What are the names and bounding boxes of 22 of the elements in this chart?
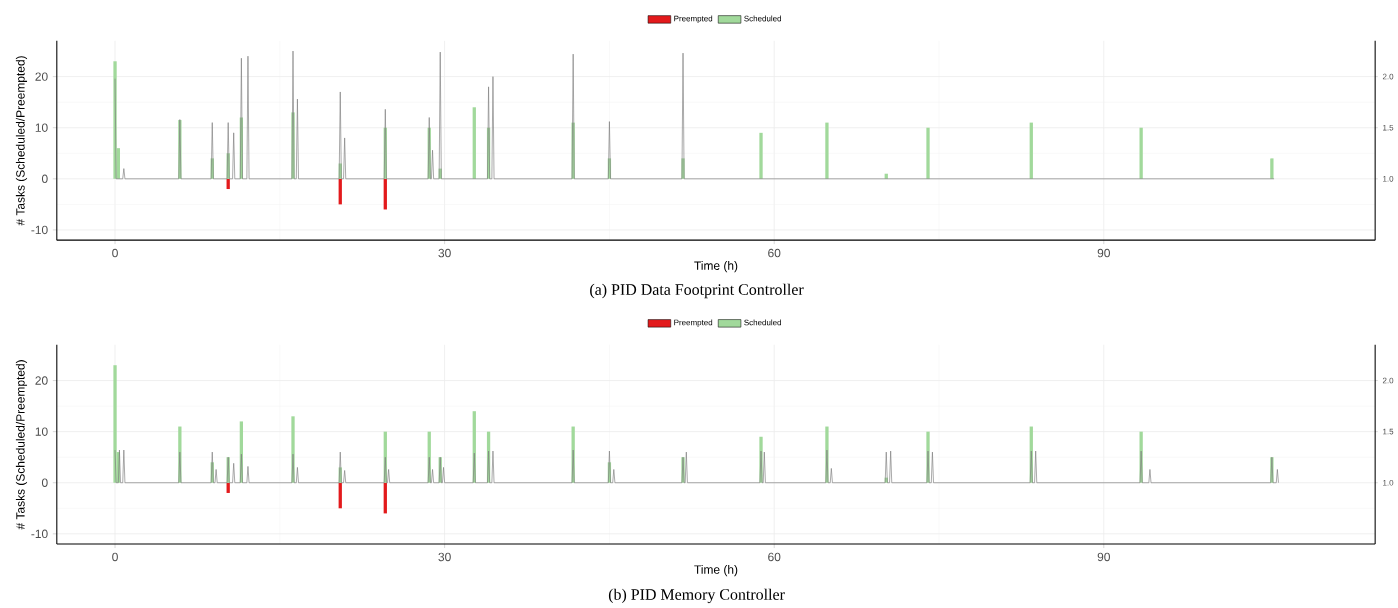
- x-tick-label: 0: [112, 249, 118, 258]
- x-tick-label: 60: [768, 552, 781, 562]
- x-tick-label: 60: [768, 249, 781, 258]
- x-tick-label: 90: [1097, 249, 1110, 258]
- y-tick-label: 10: [35, 123, 48, 133]
- y-tick-label: 0: [41, 478, 48, 488]
- x-tick-label: 30: [438, 552, 451, 562]
- x-tick-label: 30: [438, 249, 451, 258]
- y-tick-label: 20: [35, 376, 48, 385]
- y-axis-title: # Tasks (Scheduled/Preempted): [15, 360, 28, 530]
- y-tick-label: 0: [41, 174, 48, 184]
- x-axis-title: Time (h): [694, 565, 738, 577]
- y-tick-label: -10: [31, 529, 48, 539]
- y-tick-label: 10: [35, 427, 48, 437]
- x-tick-label: 0: [112, 552, 118, 562]
- text: (b) PID Memory Controller: [608, 588, 785, 604]
- y-tick-label: -10: [31, 225, 48, 235]
- text: (a) PID Data Footprint Controller: [590, 283, 804, 299]
- x-tick-label: 90: [1097, 552, 1110, 562]
- x-axis-title: Time (h): [694, 261, 738, 273]
- y-tick-label: 20: [35, 72, 48, 82]
- y-axis-title: # Tasks (Scheduled/Preempted): [15, 56, 28, 226]
